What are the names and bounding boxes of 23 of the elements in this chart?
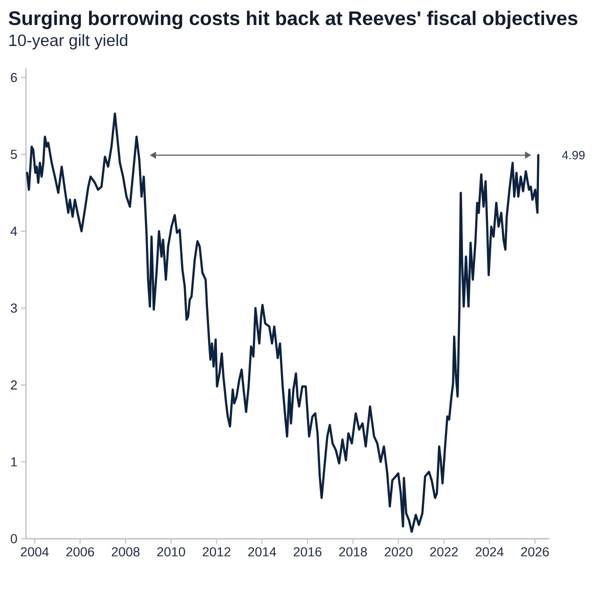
x-tick-label: 2022 xyxy=(430,547,458,556)
line-series xyxy=(26,112,540,533)
x-tick-label: 2020 xyxy=(384,547,412,556)
x-tick-label: 2004 xyxy=(20,547,49,556)
chart-title: Surging borrowing costs hit back at Reeves' fiscal objectives xyxy=(8,10,578,30)
y-tick-label: 3 xyxy=(10,304,17,313)
y-tick-label: 4 xyxy=(10,226,18,236)
y-tick-label: 0 xyxy=(10,534,17,544)
y-tick-label: 6 xyxy=(10,72,17,82)
x-tick-label: 2018 xyxy=(339,547,367,556)
y-tick-label: 1 xyxy=(11,457,17,466)
x-tick-label: 2024 xyxy=(476,547,504,556)
chart-subtitle: 10-year gilt yield xyxy=(9,34,128,50)
x-tick-label: 2006 xyxy=(66,547,94,556)
x-tick-label: 2026 xyxy=(521,547,549,556)
x-tick-label: 2012 xyxy=(202,547,230,556)
y-tick-label: 5 xyxy=(10,150,17,159)
x-tick-label: 2008 xyxy=(112,547,140,556)
x-tick-label: 2016 xyxy=(294,547,322,556)
annotation: 4.99 xyxy=(562,150,585,160)
x-tick-label: 2014 xyxy=(248,547,276,556)
x-tick-label: 2010 xyxy=(157,547,186,556)
y-tick-label: 2 xyxy=(10,380,17,390)
